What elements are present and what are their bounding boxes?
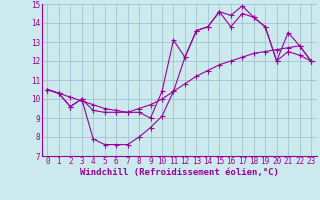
X-axis label: Windchill (Refroidissement éolien,°C): Windchill (Refroidissement éolien,°C)	[80, 168, 279, 177]
